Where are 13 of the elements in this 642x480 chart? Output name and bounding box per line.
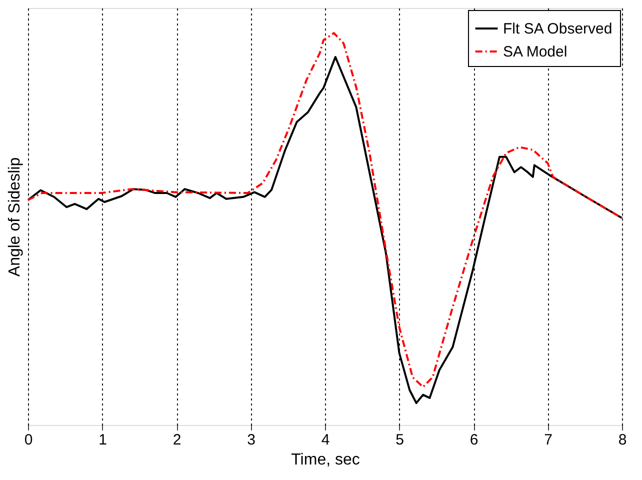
x-tick-label: 3: [247, 432, 256, 448]
x-tick-label: 0: [24, 432, 33, 448]
legend-label: Flt SA Observed: [503, 20, 612, 38]
y-axis-title: Angle of Sideslip: [6, 157, 24, 277]
x-tick-label: 8: [618, 432, 627, 448]
x-tick-label: 1: [98, 432, 107, 448]
x-tick-label: 7: [544, 432, 552, 448]
x-tick-label: 4: [321, 432, 330, 448]
x-tick-label: 6: [470, 432, 478, 448]
legend-label: SA Model: [503, 44, 568, 60]
x-axis-title: Time, sec: [291, 452, 360, 468]
x-tick-label: 2: [172, 432, 182, 448]
x-tick-label: 5: [396, 432, 404, 448]
